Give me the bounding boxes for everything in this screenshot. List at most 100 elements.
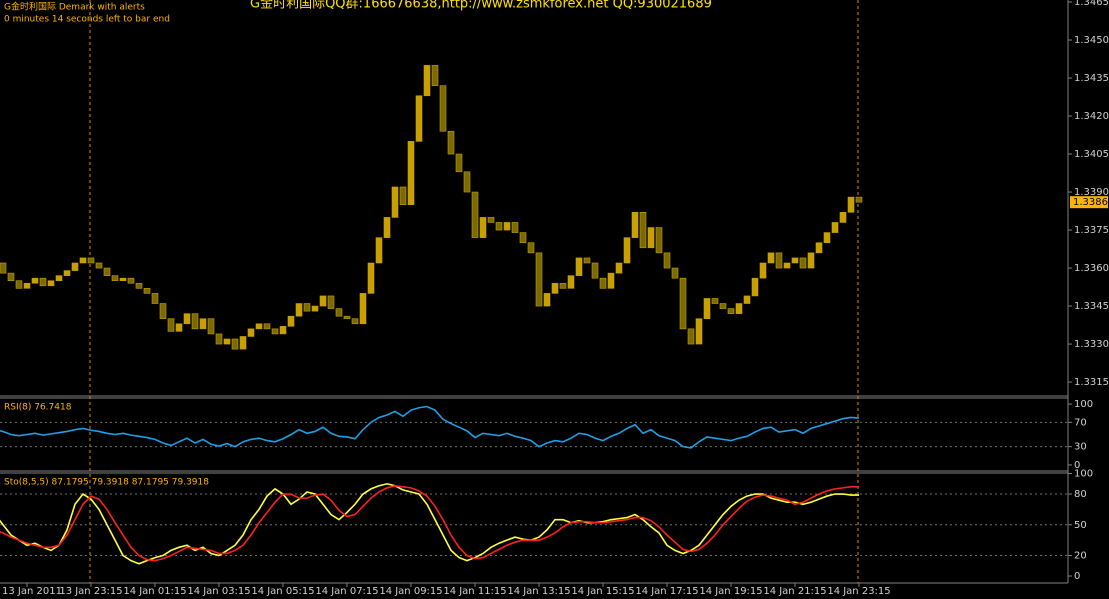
- candle-body: [815, 242, 823, 254]
- bar-timer: 0 minutes 14 seconds left to bar end: [4, 15, 170, 25]
- candle-body: [143, 288, 151, 294]
- candle-body: [559, 282, 567, 289]
- candle-body: [607, 272, 615, 289]
- candle-body: [703, 298, 711, 320]
- y-tick-label: 1.3330: [1074, 339, 1109, 350]
- candle-body: [31, 277, 39, 284]
- candle-body: [615, 262, 623, 274]
- candle-body: [231, 338, 239, 350]
- candle-body: [135, 282, 143, 289]
- candle-body: [159, 303, 167, 320]
- candle-body: [567, 275, 575, 289]
- candle-body: [431, 65, 439, 86]
- candle-body: [463, 171, 471, 193]
- candle-body: [487, 217, 495, 223]
- candle-body: [383, 217, 391, 238]
- x-tick-label: 14 Jan 09:15: [379, 586, 442, 597]
- candle-body: [791, 257, 799, 264]
- candle-body: [71, 262, 79, 271]
- candle-body: [215, 333, 223, 345]
- y-tick-label: 1.3435: [1074, 73, 1109, 84]
- candle-body: [247, 328, 255, 337]
- y-tick-label: 70: [1074, 417, 1087, 428]
- y-tick-label: 1.3390: [1074, 187, 1109, 198]
- candle-body: [279, 326, 287, 335]
- candle-body: [687, 328, 695, 345]
- candle-body: [751, 277, 759, 297]
- candle-body: [263, 323, 271, 330]
- candle-body: [799, 257, 807, 269]
- candle-body: [495, 222, 503, 231]
- chart-title: G金时利国际QQ群:166676638,http://www.zsmkforex…: [250, 0, 712, 12]
- y-tick-label: 1.3420: [1074, 111, 1109, 122]
- candle-body: [679, 277, 687, 330]
- y-tick-label: 30: [1074, 442, 1087, 453]
- y-tick-label: 80: [1074, 489, 1087, 500]
- y-tick-label: 1.3405: [1074, 149, 1109, 160]
- candle-body: [127, 277, 135, 284]
- stoch-line: [0, 485, 859, 562]
- x-tick-label: 14 Jan 05:15: [251, 586, 314, 597]
- x-tick-label: 13 Jan 2011: [2, 586, 62, 597]
- stoch-title: Sto(8,5,5) 87.1795 79.3918 87.1795 79.39…: [4, 478, 209, 488]
- candle-body: [39, 277, 47, 287]
- candle-body: [367, 262, 375, 294]
- candle-body: [823, 232, 831, 244]
- candle-body: [639, 212, 647, 249]
- candle-body: [647, 227, 655, 249]
- last-price-box: [1070, 196, 1108, 209]
- x-tick-label: 13 Jan 23:15: [59, 586, 122, 597]
- candle-body: [623, 237, 631, 264]
- y-tick-label: 1.3360: [1074, 263, 1109, 274]
- x-tick-label: 14 Jan 13:15: [507, 586, 570, 597]
- candle-body: [727, 308, 735, 314]
- candle-body: [47, 280, 55, 287]
- candle-body: [295, 303, 303, 317]
- y-tick-label: 20: [1074, 551, 1087, 562]
- candle-body: [775, 252, 783, 269]
- y-tick-label: 1.3450: [1074, 35, 1109, 46]
- rsi-title: RSI(8) 76.7418: [4, 403, 72, 413]
- candle-body: [527, 242, 535, 254]
- candle-body: [0, 262, 7, 274]
- indicator-name: G金时利国际 Demark with alerts: [4, 1, 145, 13]
- candle-body: [287, 315, 295, 327]
- candle-body: [223, 338, 231, 345]
- rsi-line: [0, 405, 860, 449]
- candle-body: [535, 252, 543, 307]
- y-tick-label: 1.3345: [1074, 301, 1109, 312]
- candle-body: [855, 196, 863, 203]
- candle-body: [759, 262, 767, 279]
- candle-body: [519, 232, 527, 244]
- candle-body: [583, 257, 591, 264]
- candle-body: [407, 141, 415, 206]
- candle-body: [303, 303, 311, 312]
- candle-body: [767, 252, 775, 264]
- candle-body: [783, 262, 791, 269]
- candle-body: [167, 318, 175, 332]
- candle-body: [151, 293, 159, 304]
- candle-body: [831, 222, 839, 233]
- candle-body: [735, 303, 743, 314]
- y-tick-label: 50: [1074, 520, 1087, 531]
- candle-body: [455, 153, 463, 173]
- candle-body: [471, 191, 479, 238]
- candle-body: [343, 315, 351, 320]
- candle-body: [695, 318, 703, 345]
- x-tick-label: 14 Jan 03:15: [187, 586, 250, 597]
- x-tick-label: 14 Jan 17:15: [635, 586, 698, 597]
- candle-body: [711, 298, 719, 304]
- candle-body: [807, 252, 815, 269]
- candle-body: [55, 275, 63, 282]
- candle-body: [847, 196, 855, 213]
- candle-body: [839, 212, 847, 223]
- candle-body: [631, 212, 639, 238]
- x-tick-label: 14 Jan 01:15: [123, 586, 186, 597]
- candle-body: [351, 318, 359, 325]
- candle-body: [447, 130, 455, 155]
- y-tick-label: 0: [1074, 460, 1080, 471]
- x-tick-label: 14 Jan 11:15: [443, 586, 506, 597]
- x-tick-label: 14 Jan 23:15: [827, 586, 890, 597]
- candle-body: [719, 303, 727, 309]
